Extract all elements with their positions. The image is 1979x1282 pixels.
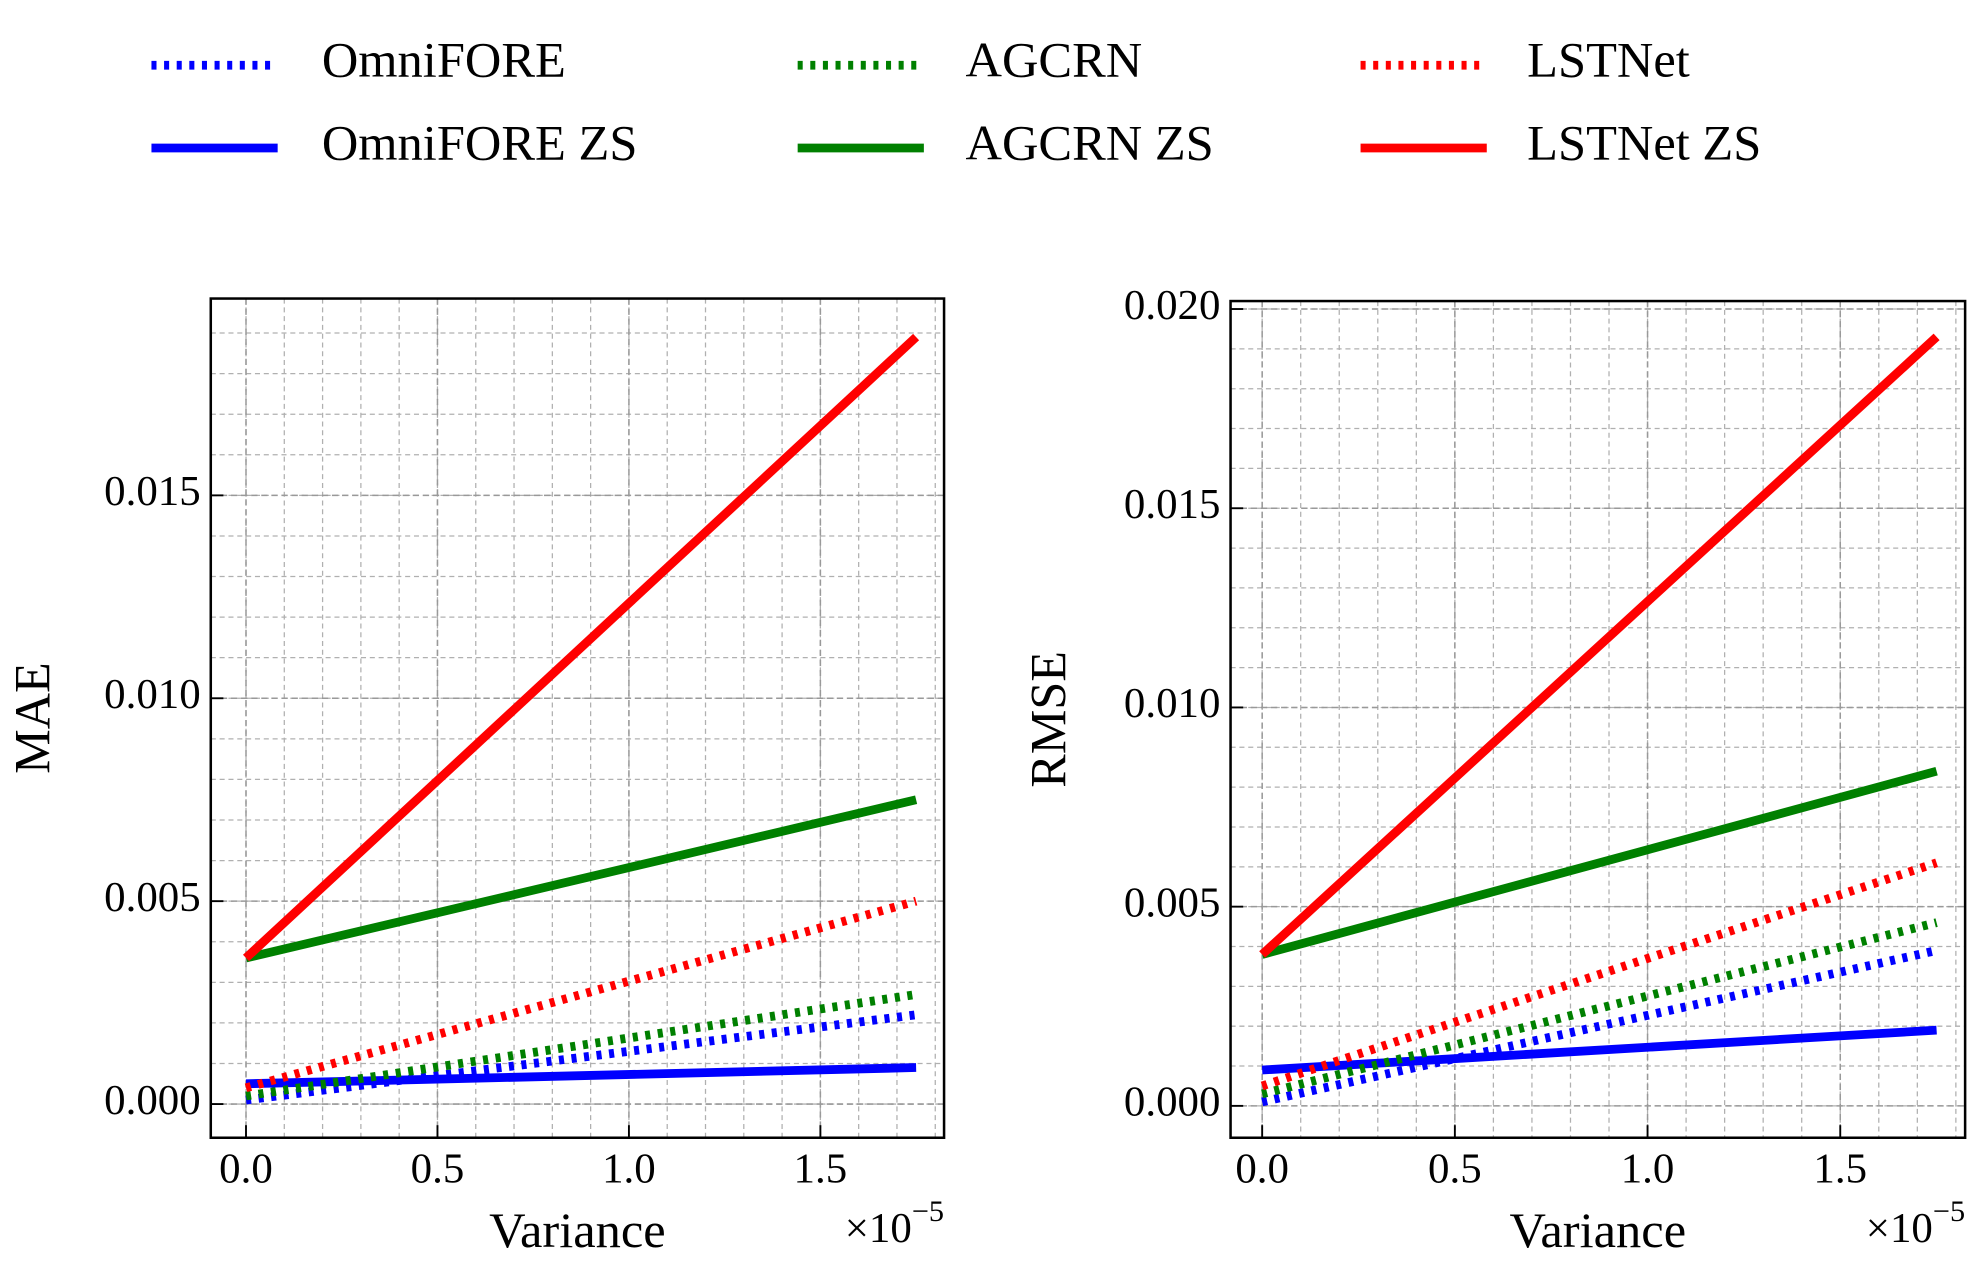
x-offset-text: ×10−5 (1866, 1194, 1965, 1251)
series-line (242, 333, 920, 962)
y-axis-label: RMSE (1020, 651, 1076, 788)
y-tick-label: 0.010 (104, 671, 201, 718)
y-tick-label: 0.000 (104, 1077, 201, 1124)
offset-exponent: −5 (1933, 1194, 1965, 1228)
y-tick-label: 0.000 (1124, 1079, 1221, 1126)
offset-exponent: −5 (912, 1194, 944, 1228)
x-tick-label: 1.0 (1621, 1146, 1675, 1193)
x-axis-label: Variance (1510, 1202, 1687, 1258)
x-tick-label: 1.0 (602, 1146, 656, 1193)
legend-label: AGCRN ZS (966, 115, 1214, 171)
legend-label: OmniFORE ZS (322, 115, 638, 171)
legend-label: AGCRN (966, 32, 1143, 88)
y-tick-label: 0.005 (1124, 880, 1221, 927)
plot-frame (209, 297, 946, 1139)
series-line (244, 896, 918, 1093)
y-axis-label: MAE (4, 662, 60, 774)
series-line (245, 990, 917, 1101)
series-line (1259, 333, 1940, 958)
x-axis-label: Variance (489, 1202, 666, 1258)
series-line (245, 1063, 917, 1089)
series-line (1260, 858, 1938, 1091)
series-line (1261, 766, 1938, 959)
x-tick-label: 0.0 (219, 1146, 273, 1193)
y-tick-label: 0.015 (1124, 481, 1221, 528)
series-line (1261, 946, 1938, 1107)
y-tick-label: 0.010 (1124, 680, 1221, 727)
y-tick-label: 0.005 (104, 874, 201, 921)
offset-base: ×10 (1866, 1205, 1933, 1252)
legend-label: LSTNet (1527, 32, 1690, 88)
legend-label: LSTNet ZS (1527, 115, 1761, 171)
x-tick-label: 0.0 (1235, 1146, 1289, 1193)
y-tick-label: 0.015 (104, 468, 201, 515)
x-tick-label: 1.5 (1813, 1146, 1867, 1193)
x-offset-text: ×10−5 (845, 1194, 944, 1251)
plot-frame (1229, 299, 1967, 1139)
series-line (244, 795, 918, 963)
x-tick-label: 0.5 (411, 1146, 465, 1193)
x-tick-label: 1.5 (794, 1146, 848, 1193)
x-tick-label: 0.5 (1428, 1146, 1482, 1193)
offset-base: ×10 (845, 1205, 912, 1252)
y-tick-label: 0.020 (1124, 282, 1221, 329)
series-line (1261, 918, 1938, 1099)
legend-label: OmniFORE (322, 32, 566, 88)
